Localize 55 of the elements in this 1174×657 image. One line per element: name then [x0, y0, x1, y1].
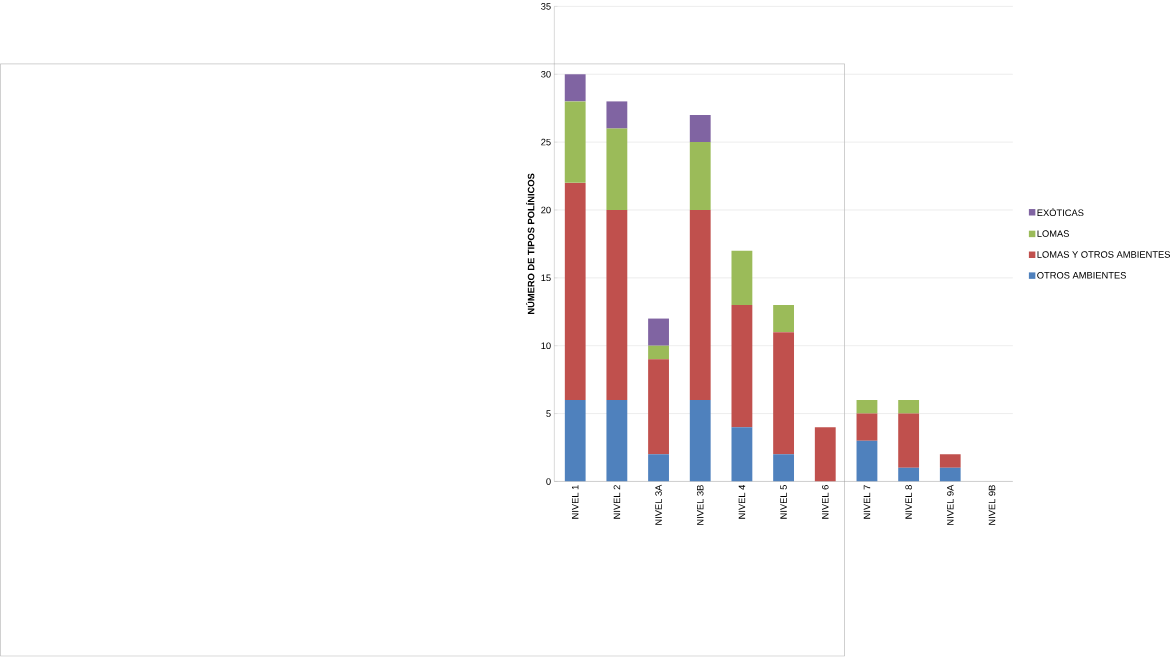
bar: [731, 250, 753, 306]
bar: [731, 305, 753, 428]
bar: [939, 454, 961, 469]
bar: [689, 142, 711, 211]
x-tick-label: NIVEL 7: [863, 485, 871, 519]
bar: [648, 318, 669, 346]
legend-label: LOMAS Y OTROS AMBIENTES: [1037, 251, 1170, 259]
bar: [731, 427, 753, 482]
x-tick-label: NIVEL 1: [571, 485, 579, 519]
bar: [689, 400, 711, 482]
x-tick-label: NIVEL 9B: [988, 485, 996, 526]
bar: [606, 101, 628, 129]
y-tick-label: 0: [546, 478, 551, 485]
bar: [689, 115, 711, 143]
y-tick-label: 10: [541, 342, 551, 350]
bar: [773, 332, 795, 455]
y-tick-label: 15: [541, 274, 551, 282]
legend-label: OTROS AMBIENTES: [1037, 272, 1126, 279]
x-tick-label: NIVEL 5: [780, 485, 787, 519]
x-tick-label: NIVEL 3B: [696, 485, 704, 526]
legend-label: LOMAS: [1037, 230, 1069, 238]
bar: [898, 413, 920, 469]
x-tick-label: NIVEL 6: [821, 485, 829, 519]
bar: [564, 101, 586, 184]
bar: [856, 413, 878, 441]
y-tick-label: 25: [541, 139, 551, 146]
x-tick-label: NIVEL 3A: [655, 484, 662, 526]
bar: [606, 128, 628, 211]
bar: [606, 400, 628, 482]
bar: [564, 400, 586, 482]
y-tick-label: 35: [541, 3, 551, 10]
bar: [773, 454, 795, 482]
x-tick-label: NIVEL 8: [905, 485, 912, 519]
bar: [898, 400, 920, 414]
bar: [689, 210, 711, 401]
bar: [648, 454, 669, 482]
bar: [814, 427, 836, 482]
bar: [773, 305, 795, 333]
bar: [898, 468, 920, 482]
y-tick-label: 20: [541, 206, 551, 214]
bar: [564, 74, 586, 102]
x-tick-label: NIVEL 2: [613, 485, 621, 519]
x-tick-label: NIVEL 9A: [947, 484, 954, 526]
bar: [648, 359, 669, 455]
y-tick-label: 5: [546, 410, 551, 418]
legend-label: EXÓTICAS: [1037, 208, 1084, 217]
bar: [564, 183, 586, 401]
bar: [856, 440, 878, 482]
bar: [648, 345, 669, 360]
bar: [856, 400, 878, 414]
x-tick-label: NIVEL 4: [738, 485, 746, 519]
bar: [606, 210, 628, 401]
y-tick-label: 30: [541, 71, 551, 78]
y-axis-title: NÚMERO DE TIPOS POLÍNICOS: [526, 173, 535, 315]
bar: [939, 468, 961, 482]
